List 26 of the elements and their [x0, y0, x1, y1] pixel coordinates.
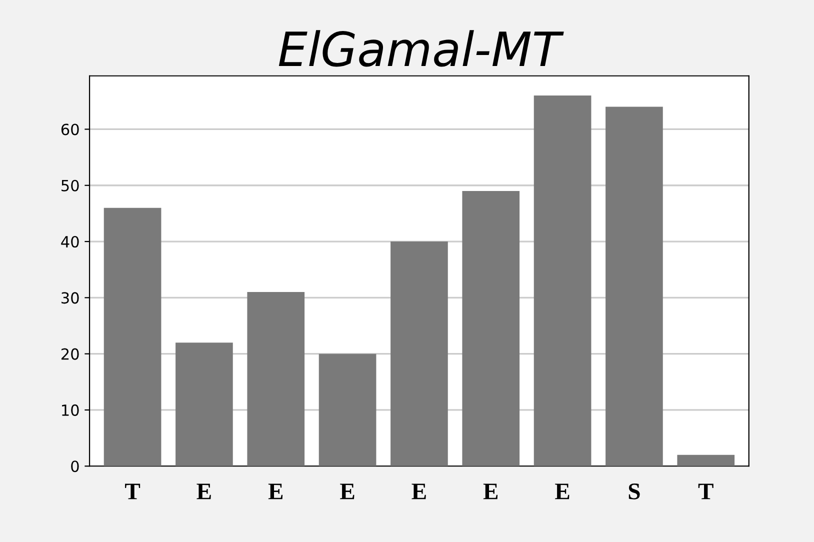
x-tick-label: E — [340, 484, 354, 500]
bar — [390, 242, 448, 466]
bar — [247, 292, 305, 466]
x-tick-label: E — [483, 484, 498, 500]
x-tick-label: T — [125, 484, 140, 500]
bar — [176, 342, 233, 466]
bar — [318, 354, 376, 466]
x-tick-label: S — [628, 484, 640, 500]
x-tick-label: E — [555, 484, 570, 500]
y-tick-label: 20 — [61, 348, 79, 360]
x-tick-label: E — [412, 484, 426, 500]
y-tick-label: 60 — [61, 124, 79, 136]
bar — [677, 454, 735, 466]
chart-title: ElGamal-MT — [278, 30, 564, 67]
y-tick-label: 30 — [62, 292, 79, 304]
y-tick-label: 10 — [62, 404, 79, 416]
x-tick-label: E — [196, 484, 211, 500]
y-tick-label: 40 — [61, 236, 79, 248]
y-tick-label: 50 — [62, 180, 79, 192]
x-tick-label: E — [268, 484, 283, 500]
bar — [104, 208, 162, 466]
bar — [606, 106, 663, 466]
y-tick-label: 0 — [71, 460, 79, 472]
bar — [534, 96, 592, 466]
bar — [462, 190, 520, 466]
x-tick-label: T — [698, 484, 714, 500]
